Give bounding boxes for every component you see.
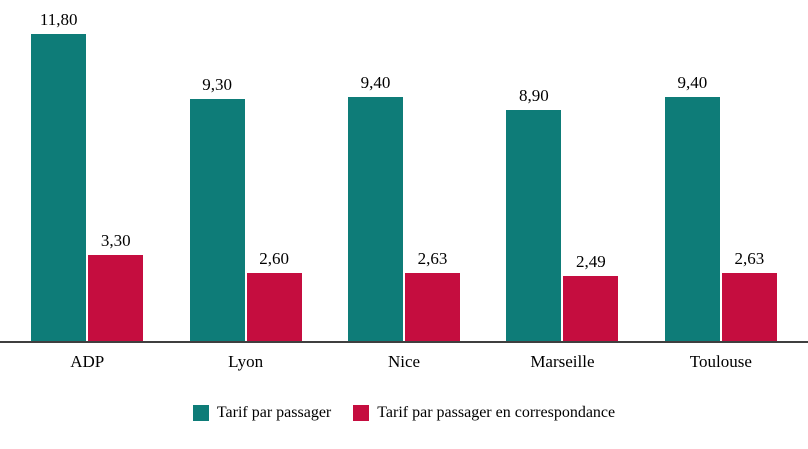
bar-wrap-tarif: 8,90	[506, 86, 562, 341]
bar-correspondance	[563, 276, 619, 341]
bar-correspondance	[88, 255, 144, 341]
x-axis-labels: ADP Lyon Nice Marseille Toulouse	[0, 343, 808, 372]
bar-tarif	[506, 110, 562, 341]
x-axis-label-marseille: Marseille	[530, 352, 595, 371]
legend-item-tarif: Tarif par passager	[192, 404, 332, 422]
bar-group-adp: 11,80 3,30	[8, 10, 166, 341]
bar-value-label: 9,40	[677, 73, 708, 92]
x-axis-label-lyon: Lyon	[228, 352, 264, 371]
legend-label-tarif: Tarif par passager	[216, 404, 332, 421]
legend-swatch-correspondance	[353, 405, 370, 421]
bar-value-label: 2,63	[734, 249, 765, 268]
bar-value-label: 2,63	[417, 249, 448, 268]
bar-wrap-correspondance: 2,63	[405, 249, 461, 341]
bar-value-label: 8,90	[519, 86, 549, 105]
bar-wrap-correspondance: 2,60	[246, 249, 302, 341]
bar-wrap-tarif: 9,40	[664, 73, 720, 341]
bar-wrap-tarif: 9,30	[189, 75, 245, 341]
bar-value-label: 2,49	[576, 252, 606, 271]
bar-wrap-tarif: 11,80	[31, 10, 87, 341]
x-axis-label-nice: Nice	[387, 352, 421, 371]
x-axis-label-adp: ADP	[70, 352, 105, 371]
legend-item-correspondance: Tarif par passager en correspondance	[353, 404, 615, 422]
bar-group-nice: 9,40 2,63	[325, 73, 483, 341]
bar-tarif	[189, 99, 245, 341]
bar-wrap-correspondance: 2,49	[563, 252, 619, 341]
bar-correspondance	[405, 273, 461, 341]
bar-correspondance	[721, 273, 777, 341]
bar-tarif	[348, 97, 404, 341]
bar-wrap-tarif: 9,40	[348, 73, 404, 341]
bar-value-label: 9,40	[360, 73, 391, 92]
bar-tarif	[31, 34, 87, 341]
bar-group-marseille: 8,90 2,49	[483, 86, 641, 341]
legend: Tarif par passager Tarif par passager en…	[0, 404, 808, 422]
bar-tarif	[664, 97, 720, 341]
bar-value-label: 9,30	[202, 75, 232, 94]
bar-group-toulouse: 9,40 2,63	[642, 73, 800, 341]
legend-label-correspondance: Tarif par passager en correspondance	[377, 404, 616, 421]
bar-wrap-correspondance: 2,63	[721, 249, 777, 341]
plot-area: 11,80 3,30 9,30 2,60 9,40 2,63 8,90 2,49 9,40 2,6…	[0, 6, 808, 343]
bar-correspondance	[246, 273, 302, 341]
bar-value-label: 2,60	[259, 249, 289, 268]
bar-group-lyon: 9,30 2,60	[166, 75, 324, 341]
legend-swatch-tarif	[192, 405, 209, 421]
bar-wrap-correspondance: 3,30	[88, 231, 144, 341]
bar-value-label: 11,80	[39, 10, 78, 29]
x-axis-label-toulouse: Toulouse	[689, 352, 752, 371]
bar-value-label: 3,30	[100, 231, 131, 250]
